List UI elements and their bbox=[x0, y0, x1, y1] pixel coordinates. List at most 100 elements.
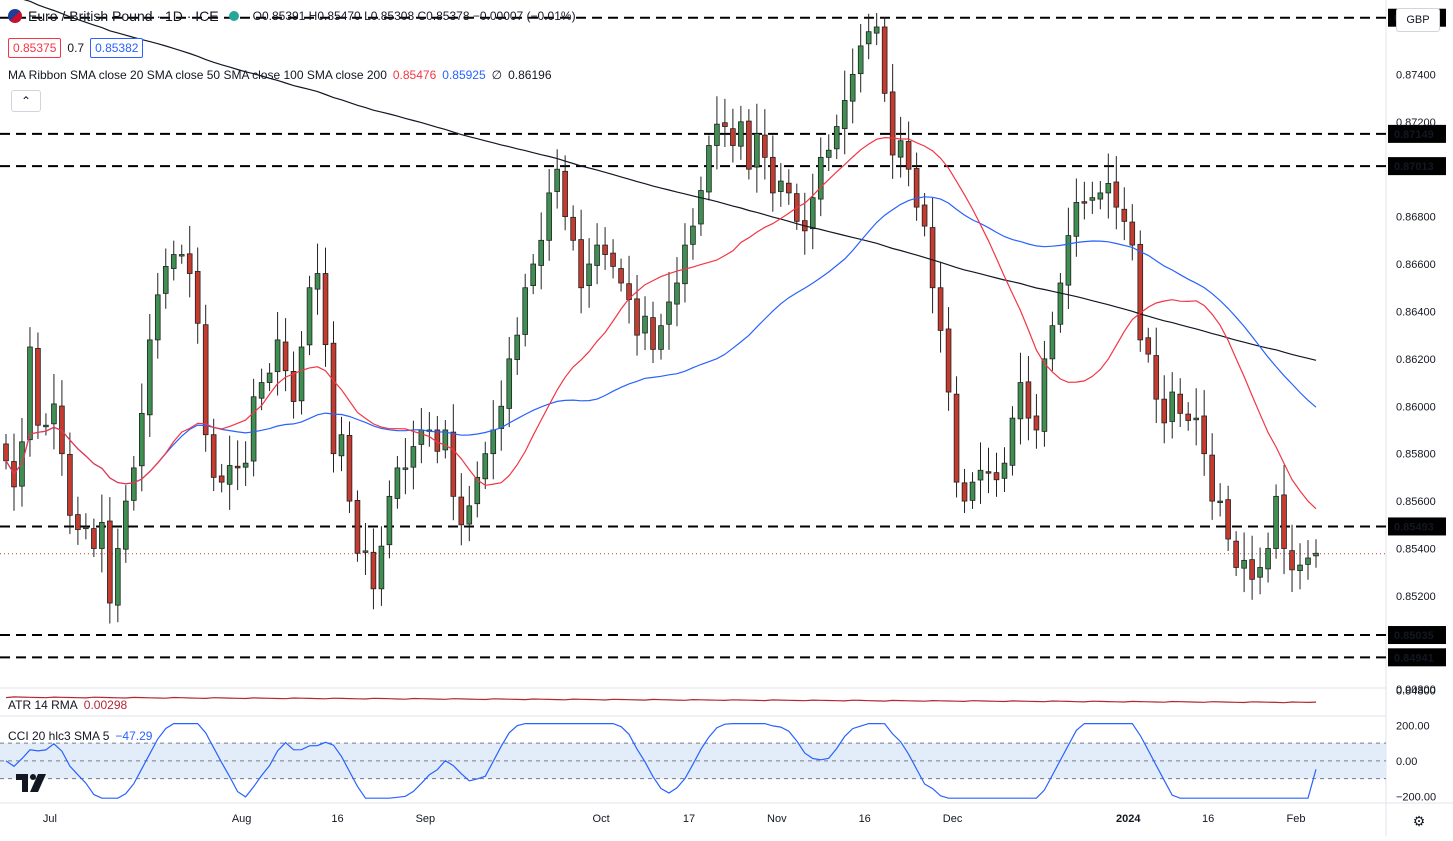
candle-body bbox=[202, 324, 209, 436]
candle-body bbox=[586, 263, 592, 287]
candle-body bbox=[458, 496, 465, 526]
eur-gbp-flag-icon bbox=[8, 9, 22, 23]
sma200-value: 0.86196 bbox=[508, 68, 552, 82]
candle-body bbox=[682, 244, 688, 285]
candle-body bbox=[83, 526, 89, 530]
candle-body bbox=[306, 287, 313, 346]
candle-body bbox=[194, 270, 201, 324]
candle-body bbox=[1153, 355, 1160, 400]
candle-body bbox=[210, 434, 217, 478]
candle-body bbox=[786, 182, 792, 194]
atr-legend[interactable]: ATR 14 RMA 0.00298 bbox=[8, 698, 127, 712]
candle-body bbox=[1025, 381, 1032, 419]
candle-body bbox=[442, 429, 449, 451]
candle-body bbox=[562, 170, 568, 218]
price-tick-label: 0.86800 bbox=[1396, 212, 1436, 224]
time-tick-label: Dec bbox=[943, 813, 963, 825]
candle-body bbox=[402, 467, 409, 470]
candle-body bbox=[154, 294, 161, 341]
candle-body bbox=[754, 133, 760, 168]
candle-body bbox=[594, 244, 600, 266]
candle-body bbox=[474, 476, 481, 505]
bid-price-box[interactable]: 0.85375 bbox=[8, 38, 62, 58]
sma50-line bbox=[5, 196, 1317, 485]
candle-body bbox=[27, 346, 33, 441]
symbol-title[interactable]: Euro / British Pound · 1D · ICE bbox=[28, 8, 219, 24]
collapse-legend-button[interactable]: ⌃ bbox=[11, 90, 41, 112]
level-label: 0.85493 bbox=[1394, 521, 1434, 533]
time-tick-label: Oct bbox=[593, 813, 610, 825]
price-tick-label: 0.85400 bbox=[1396, 544, 1436, 556]
atr-label: ATR 14 RMA bbox=[8, 698, 78, 712]
tradingview-logo[interactable] bbox=[14, 772, 48, 794]
candle-body bbox=[282, 341, 289, 372]
candle-body bbox=[530, 263, 536, 287]
level-label: 0.87013 bbox=[1394, 161, 1434, 173]
price-tick-label: 0.85600 bbox=[1396, 496, 1436, 508]
candle-body bbox=[849, 73, 856, 102]
cci-value: −47.29 bbox=[115, 729, 153, 743]
time-tick-label: Feb bbox=[1287, 813, 1306, 825]
candle-body bbox=[722, 122, 728, 127]
candle-body bbox=[91, 528, 97, 549]
candle-body bbox=[889, 91, 896, 156]
candle-body bbox=[770, 156, 776, 194]
candle-body bbox=[322, 273, 329, 346]
candle-body bbox=[1121, 208, 1128, 222]
candle-body bbox=[554, 168, 560, 192]
gear-icon[interactable]: ⚙ bbox=[1412, 812, 1426, 829]
candle-body bbox=[881, 26, 888, 94]
candle-body bbox=[1017, 382, 1024, 420]
candle-body bbox=[370, 551, 377, 590]
level-label-box bbox=[1388, 157, 1446, 176]
candle-body bbox=[138, 412, 145, 467]
candle-body bbox=[602, 244, 608, 255]
candle-body bbox=[410, 446, 417, 468]
price-tick-label: 0.87200 bbox=[1396, 117, 1436, 129]
ask-price-box[interactable]: 0.85382 bbox=[90, 38, 144, 58]
candle-body bbox=[466, 505, 473, 525]
level-label-box bbox=[1388, 124, 1446, 143]
candle-body bbox=[658, 325, 664, 350]
candle-body bbox=[1233, 540, 1239, 568]
candle-body bbox=[1169, 391, 1176, 422]
candle-body bbox=[330, 342, 337, 455]
candle-body bbox=[610, 252, 616, 267]
sma20-value: 0.85476 bbox=[392, 68, 437, 82]
candle-body bbox=[418, 429, 425, 445]
level-label: 0.87149 bbox=[1394, 129, 1434, 141]
candle-body bbox=[1145, 337, 1152, 355]
candle-body bbox=[1097, 192, 1104, 200]
price-tick-label: 0.86400 bbox=[1396, 306, 1436, 318]
candle-body bbox=[226, 465, 233, 485]
candle-body bbox=[833, 126, 840, 150]
candle-body bbox=[35, 348, 41, 426]
candle-body bbox=[993, 472, 1000, 481]
candle-body bbox=[242, 462, 249, 468]
candle-body bbox=[450, 431, 457, 497]
candle-body bbox=[218, 475, 225, 483]
candle-body bbox=[841, 100, 848, 130]
candle-body bbox=[250, 396, 257, 462]
level-label-box bbox=[1388, 517, 1446, 536]
spread-value: 0.7 bbox=[67, 41, 85, 55]
candle-body bbox=[298, 346, 305, 402]
candle-body bbox=[578, 239, 584, 289]
candle-body bbox=[1177, 393, 1184, 414]
candle-body bbox=[929, 227, 936, 289]
candle-body bbox=[905, 141, 912, 170]
candle-body bbox=[178, 254, 185, 257]
currency-button[interactable]: GBP bbox=[1396, 8, 1440, 32]
cci-tick-label: 200.00 bbox=[1396, 720, 1430, 732]
ma-ribbon-legend[interactable]: MA Ribbon SMA close 20 SMA close 50 SMA … bbox=[8, 68, 552, 82]
candle-body bbox=[865, 31, 872, 45]
cci-legend[interactable]: CCI 20 hlc3 SMA 5 −47.29 bbox=[8, 729, 152, 743]
candle-body bbox=[825, 149, 832, 158]
candle-body bbox=[506, 358, 513, 409]
candle-body bbox=[522, 287, 529, 335]
candle-body bbox=[634, 298, 640, 336]
symbol-legend: Euro / British Pound · 1D · ICE O0.85391… bbox=[8, 8, 576, 24]
atr-line bbox=[5, 696, 1317, 704]
candle-body bbox=[1009, 417, 1016, 466]
